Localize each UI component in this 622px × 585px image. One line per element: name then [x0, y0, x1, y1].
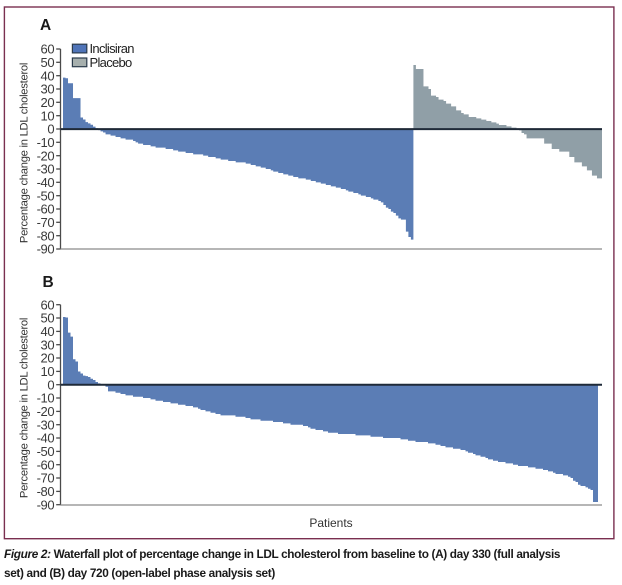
svg-text:0: 0 — [47, 122, 54, 137]
svg-text:-80: -80 — [37, 484, 55, 499]
svg-text:20: 20 — [41, 95, 55, 110]
svg-text:B: B — [43, 274, 54, 291]
svg-text:0: 0 — [47, 377, 54, 392]
svg-text:40: 40 — [41, 324, 55, 339]
svg-text:-40: -40 — [37, 175, 55, 190]
svg-text:A: A — [40, 17, 51, 34]
svg-text:-20: -20 — [37, 148, 55, 163]
svg-text:-60: -60 — [37, 457, 55, 472]
svg-text:Percentage change in LDL chole: Percentage change in LDL cholesterol — [19, 63, 31, 243]
svg-text:-30: -30 — [37, 162, 55, 177]
svg-text:30: 30 — [41, 82, 55, 97]
svg-text:20: 20 — [41, 351, 55, 366]
svg-text:Inclisiran: Inclisiran — [90, 41, 135, 56]
svg-text:40: 40 — [41, 68, 55, 83]
svg-text:-50: -50 — [37, 188, 55, 203]
svg-text:-70: -70 — [37, 471, 55, 486]
svg-text:-90: -90 — [37, 242, 55, 257]
svg-text:Patients: Patients — [309, 516, 352, 530]
svg-text:-80: -80 — [37, 228, 55, 243]
svg-text:10: 10 — [41, 364, 55, 379]
svg-text:-90: -90 — [37, 497, 55, 512]
svg-text:50: 50 — [41, 311, 55, 326]
svg-text:-60: -60 — [37, 202, 55, 217]
svg-text:-70: -70 — [37, 215, 55, 230]
svg-text:60: 60 — [41, 42, 55, 57]
svg-text:-40: -40 — [37, 431, 55, 446]
svg-text:-20: -20 — [37, 404, 55, 419]
svg-text:Placebo: Placebo — [90, 55, 133, 70]
svg-text:50: 50 — [41, 55, 55, 70]
svg-text:Percentage change in LDL chole: Percentage change in LDL cholesterol — [19, 318, 31, 498]
svg-text:-10: -10 — [37, 391, 55, 406]
svg-text:10: 10 — [41, 108, 55, 123]
svg-text:60: 60 — [41, 297, 55, 312]
svg-text:-50: -50 — [37, 444, 55, 459]
svg-text:-30: -30 — [37, 417, 55, 432]
svg-text:-10: -10 — [37, 135, 55, 150]
svg-text:30: 30 — [41, 337, 55, 352]
